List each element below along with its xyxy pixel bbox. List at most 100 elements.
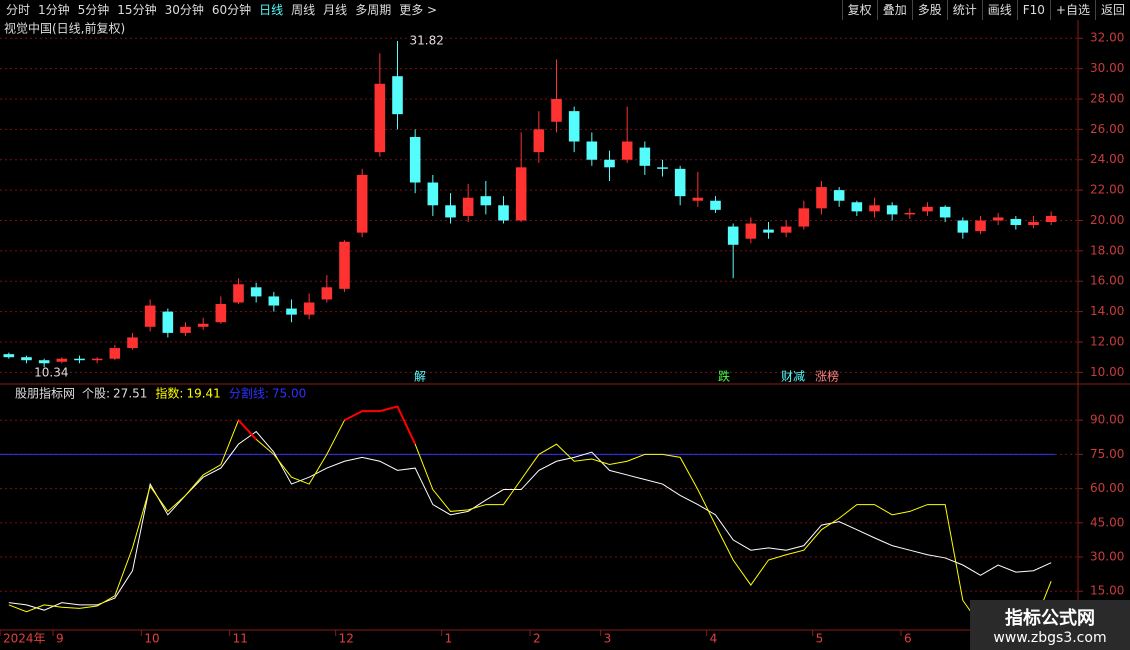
x-tick-label: 9	[56, 632, 64, 646]
indicator-highlight	[237, 419, 257, 441]
period-button[interactable]: 30分钟	[164, 3, 204, 17]
candle-body	[268, 296, 280, 306]
x-tick-label: 3	[604, 632, 612, 646]
x-tick-label: 5	[816, 632, 824, 646]
period-button[interactable]: 日线	[259, 3, 284, 17]
candle-body	[91, 358, 103, 361]
candle-body	[992, 217, 1004, 221]
candle-body	[674, 168, 686, 197]
candle-body	[250, 287, 262, 297]
tool-button[interactable]: 统计	[946, 0, 982, 20]
indicator-title: 股朋指标网	[15, 386, 75, 401]
candle-body	[763, 229, 774, 233]
candle-body	[374, 83, 386, 153]
candle-body	[904, 212, 916, 215]
candle-body	[533, 129, 545, 153]
tool-button[interactable]: 返回	[1094, 0, 1130, 20]
y-tick-label: 24.00	[1090, 152, 1124, 166]
period-button[interactable]: 60分钟	[211, 3, 252, 17]
candle-body	[692, 197, 704, 201]
legend-value: 27.51	[113, 387, 147, 401]
candle-body	[144, 305, 156, 327]
candle-body	[604, 159, 615, 168]
candle-body	[639, 147, 651, 166]
y-tick-label: 20.00	[1090, 213, 1124, 227]
tool-button[interactable]: 多股	[911, 0, 947, 20]
bg	[0, 20, 1130, 650]
candle-body	[180, 326, 191, 333]
candle-body	[816, 187, 827, 209]
y-tick-label: 30.00	[1090, 61, 1124, 75]
y-tick-label: 16.00	[1090, 274, 1124, 288]
y-tick-label: 45.00	[1090, 515, 1124, 529]
wm-title: 指标公式网	[1005, 608, 1095, 629]
tool-button[interactable]: +自选	[1049, 0, 1095, 20]
candle-body	[727, 226, 739, 245]
signal-label: 财减	[781, 370, 805, 384]
candle-body	[780, 226, 792, 233]
y-tick-label: 12.00	[1090, 334, 1124, 348]
period-button[interactable]: 15分钟	[117, 3, 157, 17]
legend-value: 19.41	[186, 387, 220, 401]
candle-body	[1045, 215, 1057, 223]
x-tick-label: 11	[233, 632, 248, 646]
candle-body	[798, 208, 810, 227]
candle-body	[480, 196, 492, 206]
x-tick-label: 10	[144, 632, 159, 646]
period-button[interactable]: 更多 >	[399, 3, 438, 17]
period-button[interactable]: 1分钟	[38, 3, 70, 17]
tool-button[interactable]: 叠加	[876, 0, 912, 20]
candle-body	[745, 223, 757, 239]
x-tick-label: 4	[710, 632, 718, 646]
candle-body	[3, 354, 15, 358]
candle-body	[922, 206, 933, 212]
low-label: 10.34	[34, 366, 68, 380]
tool-button[interactable]: F10	[1016, 0, 1050, 20]
y-tick-label: 60.00	[1090, 481, 1124, 495]
candle-body	[710, 200, 721, 210]
y-tick-label: 28.00	[1090, 91, 1124, 105]
candle-body	[127, 337, 138, 349]
candle-body	[498, 205, 509, 221]
candle-body	[215, 304, 227, 323]
candle-body	[1028, 222, 1039, 226]
indicator-line	[8, 405, 1052, 626]
chart-title: 视觉中国(日线,前复权)	[4, 21, 125, 36]
period-button[interactable]: 周线	[291, 3, 316, 17]
y-tick-label: 22.00	[1090, 183, 1124, 197]
candle-body	[56, 358, 68, 362]
y-tick-label: 30.00	[1090, 550, 1124, 564]
y-tick-label: 18.00	[1090, 243, 1124, 257]
legend-name: 个股:	[82, 387, 110, 401]
candle-body	[74, 358, 85, 361]
signal-label: 跌	[718, 369, 730, 384]
candle-body	[568, 111, 580, 142]
candle-body	[303, 302, 315, 315]
period-bar: 分时 1分钟 5分钟 15分钟 30分钟 60分钟 日线 周线 月线 多周期 更多 >	[2, 0, 441, 20]
x-tick-label: 1	[445, 632, 453, 646]
candle-body	[462, 197, 474, 216]
tool-button[interactable]: 画线	[981, 0, 1017, 20]
tool-button[interactable]: 复权	[841, 0, 877, 20]
candle-body	[657, 167, 668, 169]
period-button[interactable]: 分时	[6, 3, 31, 17]
wm-url: www.zbgs3.com	[993, 630, 1107, 646]
indicator-highlight	[344, 405, 417, 445]
candle-body	[38, 360, 50, 364]
signal-label: 解	[414, 370, 426, 384]
period-button[interactable]: 多周期	[355, 3, 392, 17]
candle-body	[869, 205, 880, 212]
period-button[interactable]: 5分钟	[77, 3, 110, 17]
y-tick-label: 90.00	[1090, 413, 1124, 427]
candle-body	[851, 202, 863, 212]
x-tick-label: 2024年	[3, 632, 46, 646]
y-tick-label: 10.00	[1090, 365, 1124, 379]
y-tick-label: 26.00	[1090, 122, 1124, 136]
high-label: 31.82	[410, 33, 444, 47]
legend-value: 75.00	[272, 387, 306, 401]
candle-body	[286, 308, 297, 315]
period-button[interactable]: 月线	[323, 3, 348, 17]
candle-body	[621, 141, 633, 160]
y-tick-label: 14.00	[1090, 304, 1124, 318]
